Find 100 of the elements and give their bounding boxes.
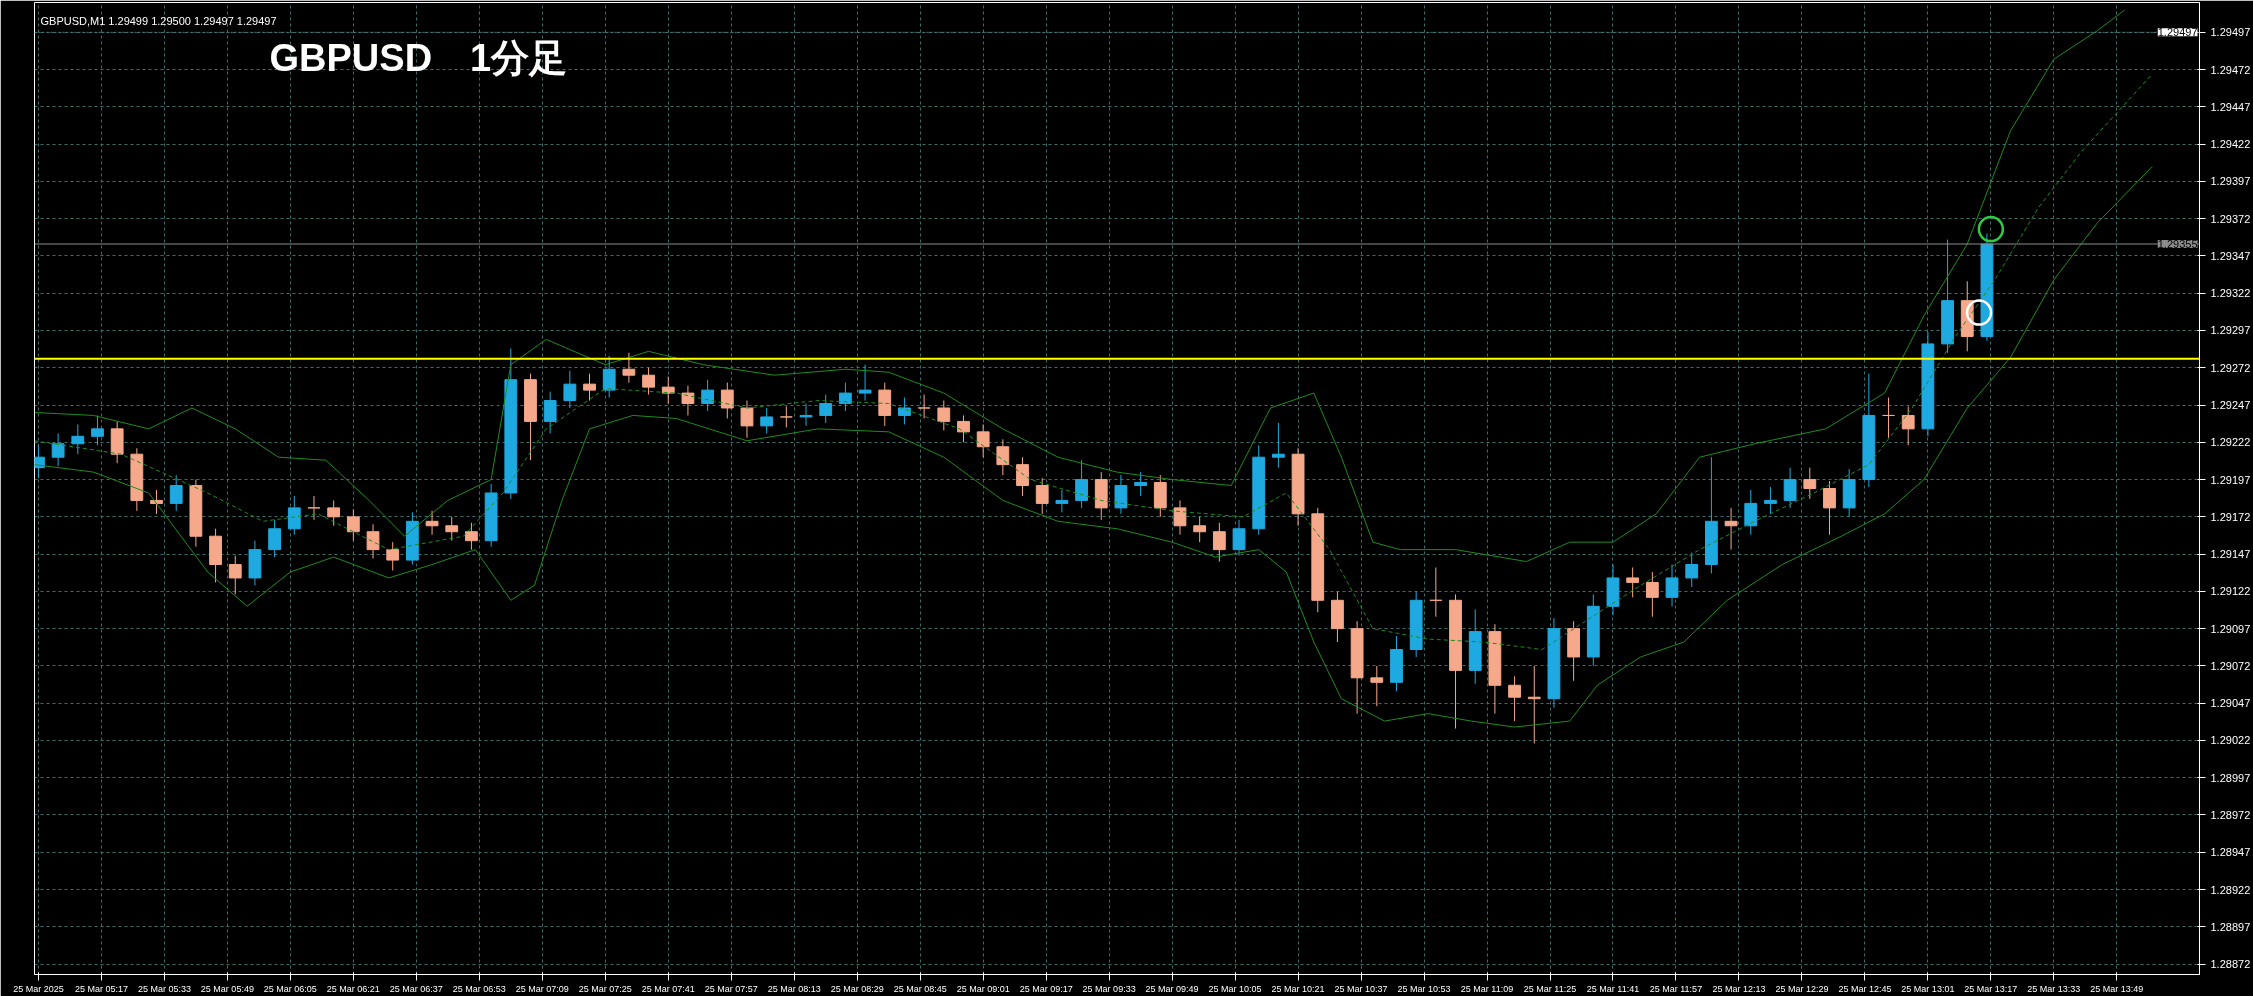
candlestick [169,474,183,512]
x-tick-label: 25 Mar 05:49 [200,983,254,994]
y-tick-label: 1.28972 [2210,808,2251,821]
y-tick-label: 1.29472 [2210,63,2251,76]
candlestick [1823,480,1836,536]
candlestick [1370,665,1384,707]
candlestick [661,376,675,405]
x-tick-label: 25 Mar 10:37 [1334,983,1388,994]
candlestick [1665,564,1679,607]
candlestick [543,391,557,434]
candlestick [642,367,655,396]
candlestick [1035,477,1049,515]
candlestick [287,495,301,536]
candlestick [1764,486,1777,515]
x-tick-label: 25 Mar 11:25 [1523,983,1577,994]
y-tick-label: 1.29097 [2210,622,2251,635]
x-tick-label: 25 Mar 13:33 [2027,983,2081,994]
candlestick [1429,567,1443,618]
annotation: GBPUSD,M1 1.29499 1.29500 1.29497 1.29497 [40,14,277,27]
y-tick-label: 1.29047 [2210,697,2251,710]
y-tick-label: 1.29497 [2210,26,2251,39]
x-tick-label: 25 Mar 07:25 [578,983,632,994]
y-tick-label: 1.29147 [2210,548,2251,561]
candlestick [1626,567,1640,598]
candlestick [819,394,833,424]
candlestick [779,406,793,428]
line-series [34,9,2126,563]
x-tick-label: 25 Mar 11:57 [1649,983,1703,994]
candlestick [1685,552,1699,588]
x-tick-label: 25 Mar 08:13 [767,983,821,994]
candlestick [1901,406,1915,446]
candlestick [1173,499,1187,536]
candlestick [386,541,400,571]
candlestick [720,382,734,419]
candlestick [898,397,911,425]
candlestick [799,403,813,427]
candlestick [346,508,360,542]
candlestick [268,519,282,558]
x-tick-label: 25 Mar 12:45 [1838,983,1892,994]
y-tick-label: 1.28922 [2210,883,2251,896]
x-tick-label: 25 Mar 06:21 [326,983,380,994]
candlestick [445,516,459,542]
candlestick [228,555,242,595]
candlestick [1882,397,1895,439]
x-tick-label: 25 Mar 07:57 [704,983,758,994]
y-tick-label: 1.29397 [2210,175,2251,188]
y-tick-label: 1.29022 [2210,734,2251,747]
candlestick [91,414,104,446]
candlestick [563,370,577,409]
y-tick-label: 1.29297 [2210,324,2251,337]
candlestick [1271,422,1285,469]
candlestick [760,407,774,434]
candlestick [957,414,970,443]
x-tick-label: 25 Mar 11:09 [1460,983,1514,994]
x-tick-label: 25 Mar 08:29 [830,983,884,994]
candlestick [1134,471,1148,497]
x-tick-label: 25 Mar 09:49 [1145,983,1199,994]
y-tick-label: 1.29122 [2210,585,2251,598]
candlestick [1055,489,1069,513]
line-series [34,165,2153,728]
candlestick [917,394,931,419]
y-tick-label: 1.29072 [2210,659,2251,672]
y-tick-label: 1.29247 [2210,399,2251,412]
y-tick-label: 1.29422 [2210,138,2251,151]
y-tick-label: 1.29447 [2210,100,2251,113]
y-tick-label: 1.29272 [2210,361,2251,374]
candlestick [327,499,341,527]
y-tick-label: 1.28947 [2210,846,2251,859]
x-tick-label: 25 Mar 12:13 [1712,983,1766,994]
x-tick-label: 25 Mar 09:01 [956,983,1010,994]
candlestick [425,510,439,536]
x-tick-label: 25 Mar 10:21 [1271,983,1325,994]
x-tick-label: 25 Mar 07:41 [641,983,695,994]
y-tick-label: 1.29222 [2210,436,2251,449]
y-tick-label: 1.29197 [2210,473,2251,486]
candlestick [740,400,754,439]
ref-line-label: 1.29355 [2157,238,2198,251]
x-tick-label: 25 Mar 05:33 [137,983,191,994]
x-tick-label: 25 Mar 2025 [13,983,64,994]
candlestick [1783,467,1797,509]
ref-line-label: 1.29497 [2157,26,2198,39]
x-tick-label: 25 Mar 11:41 [1586,983,1640,994]
x-tick-label: 25 Mar 08:45 [893,983,947,994]
candlestick [681,385,695,416]
candlestick [1803,467,1817,500]
x-tick-label: 25 Mar 07:09 [515,983,569,994]
y-tick-label: 1.29372 [2210,212,2251,225]
y-tick-label: 1.29347 [2210,249,2251,262]
candlestick [465,522,478,551]
x-tick-label: 25 Mar 06:05 [263,983,317,994]
candlestick [1114,474,1128,515]
candlestick [996,438,1010,476]
candlestick [583,373,596,402]
y-tick-label: 1.28997 [2210,771,2251,784]
candlestick [1232,519,1246,557]
y-tick-label: 1.28872 [2210,958,2251,971]
x-tick-label: 25 Mar 06:37 [389,983,443,994]
candlestick [51,432,65,467]
candlestick [838,382,852,412]
candlestick [366,523,380,560]
